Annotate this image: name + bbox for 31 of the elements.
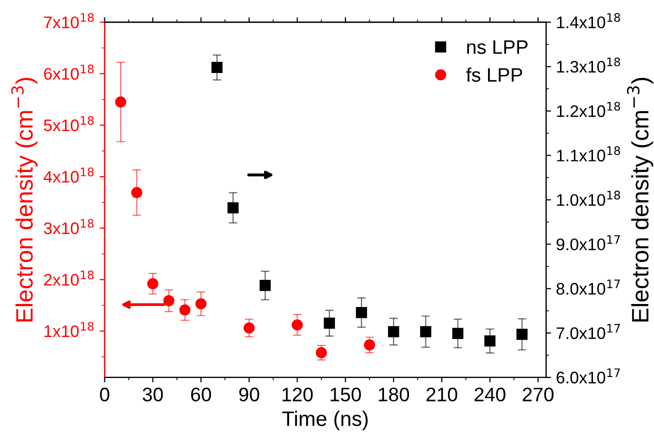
y-tick-label: 5x10$^{18}$ [44,116,94,132]
x-tick-label: 210 [426,388,458,402]
y-tick-label: 1x10$^{18}$ [44,322,94,338]
x-tick-label: 240 [474,388,506,402]
x-tick-label: 150 [330,388,361,402]
y-tick-label: 7x10$^{18}$ [44,13,94,28]
x-tick-label: 60 [191,388,212,402]
y2-axis-title: Electron density (cm$^{−3}$) [627,78,654,322]
x-tick-label: 180 [378,388,410,402]
y2-tick-label: 1.4x10$^{18}$ [557,13,620,28]
y-tick-label: 6x10$^{18}$ [44,64,94,80]
y2-tick-label: 9.0x10$^{17}$ [556,235,620,250]
y-axis-title: Electron density (cm$^{−3}$) [11,78,38,322]
legend-label: fs LPP [466,68,522,82]
x-tick-label: 120 [282,388,313,402]
x-axis-title: Time (ns) [282,410,368,430]
y-tick-label: 2x10$^{18}$ [44,270,94,286]
y2-tick-label: 1.2x10$^{18}$ [557,102,620,118]
y2-tick-label: 1.1x10$^{18}$ [557,146,620,162]
y2-tick-label: 1.0x10$^{18}$ [557,190,620,206]
x-tick-label: 30 [142,388,163,402]
y2-tick-label: 7.0x10$^{17}$ [556,324,620,340]
y2-tick-label: 1.3x10$^{18}$ [557,57,620,73]
y2-tick-label: 6.0x10$^{17}$ [556,368,620,384]
y-tick-label: 3x10$^{18}$ [44,218,94,234]
x-tick-label: 90 [239,388,260,402]
y-tick-label: 4x10$^{18}$ [44,168,94,183]
legend-label: ns LPP [467,40,528,54]
x-tick-label: 0 [100,388,110,402]
y2-tick-label: 8.0x10$^{17}$ [556,280,620,295]
x-tick-label: 270 [522,388,554,402]
